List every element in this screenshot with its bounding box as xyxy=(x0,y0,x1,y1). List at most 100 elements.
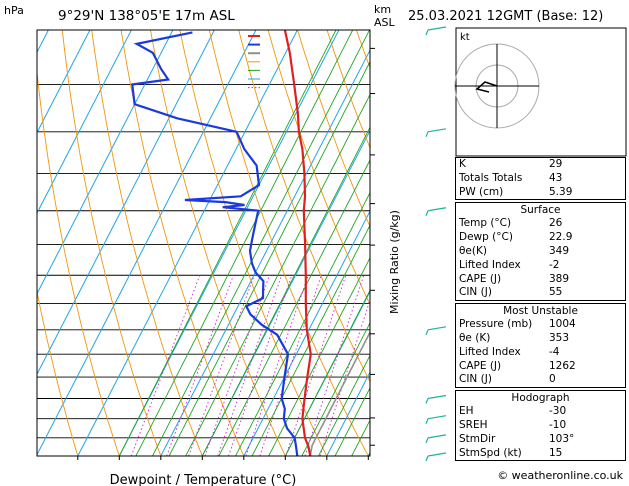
dry-adiabat xyxy=(37,68,120,456)
most-unstable-row: Lifted Index -4 xyxy=(456,346,625,360)
isotherm-line xyxy=(0,30,7,456)
isotherm-line xyxy=(37,30,91,134)
index-value: 43 xyxy=(549,171,563,184)
surface-row: CIN (J) 55 xyxy=(456,286,625,300)
most-unstable-value: 1004 xyxy=(549,318,576,331)
isotherm-line xyxy=(160,49,370,456)
credit-text: © weatheronline.co.uk xyxy=(497,469,623,482)
wet-adiabat xyxy=(301,321,370,456)
index-row: K 29 xyxy=(456,158,625,172)
most-unstable-row: Pressure (mb) 1004 xyxy=(456,318,625,332)
chart-legend xyxy=(248,35,260,89)
hodograph-stat-label: StmSpd (kt) xyxy=(459,446,522,459)
location-title: 9°29'N 138°05'E 17m ASL xyxy=(58,8,235,24)
surface-title: Surface xyxy=(520,204,561,217)
most-unstable-label: θe (K) xyxy=(459,331,491,344)
hodograph-stat-value: -10 xyxy=(549,418,567,431)
isotherm-line xyxy=(37,30,215,376)
hodograph-table-box: Hodograph EH -30 SREH -10 StmDir 103° StmSpd (… xyxy=(455,390,626,462)
isotherm-line xyxy=(243,210,370,456)
wet-adiabat xyxy=(235,191,370,456)
hodograph-unit: kt xyxy=(460,32,470,43)
mixing-ratio-line xyxy=(130,275,201,456)
dry-adiabat xyxy=(91,30,203,456)
surface-row: Dewp (°C) 22.9 xyxy=(456,231,625,245)
indices-box: K 29 Totals Totals 43 PW (cm) 5.39 xyxy=(455,157,626,201)
hodograph-stat-label: EH xyxy=(459,405,474,418)
most-unstable-label: CAPE (J) xyxy=(459,359,502,372)
hodograph-stat-row: StmDir 103° xyxy=(456,433,625,447)
most-unstable-row: θe (K) 353 xyxy=(456,332,625,346)
wet-adiabat xyxy=(251,224,370,456)
wet-adiabat xyxy=(168,60,370,456)
wet-adiabat xyxy=(118,30,337,456)
temperature-profile xyxy=(283,30,312,456)
surface-label: Dewp (°C) xyxy=(459,231,513,244)
wet-adiabat xyxy=(185,93,370,456)
surface-value: 349 xyxy=(549,244,570,257)
skewt-curves xyxy=(131,30,370,456)
wet-adiabat xyxy=(135,30,354,456)
wind-barb xyxy=(425,415,447,424)
index-row: PW (cm) 5.39 xyxy=(456,186,625,200)
most-unstable-row: CIN (J) 0 xyxy=(456,373,625,387)
wind-barb xyxy=(425,394,447,404)
wet-adiabat xyxy=(152,30,370,456)
km-label: km xyxy=(374,3,391,16)
surface-label: CIN (J) xyxy=(459,286,492,299)
surface-value: -2 xyxy=(549,258,560,271)
most-unstable-value: 1262 xyxy=(549,359,576,372)
hodograph-stat-value: -30 xyxy=(549,405,567,418)
dry-adiabat xyxy=(120,30,245,456)
most-unstable-value: 0 xyxy=(549,373,556,386)
index-label: PW (cm) xyxy=(459,185,504,198)
plot-frame xyxy=(36,29,371,457)
isotherm-line xyxy=(37,30,49,54)
dry-adiabat xyxy=(297,30,370,228)
hodograph-stat-label: SREH xyxy=(459,418,488,431)
index-value: 29 xyxy=(549,158,563,170)
surface-label: CAPE (J) xyxy=(459,272,502,285)
mixing-ratio-line xyxy=(204,275,270,456)
hodograph-table-title: Hodograph xyxy=(511,392,570,405)
wind-barb xyxy=(425,452,447,462)
wind-barb xyxy=(425,207,447,216)
isotherm-line xyxy=(37,30,132,215)
hodograph-stat-value: 15 xyxy=(549,446,563,459)
dry-adiabat xyxy=(61,30,162,456)
wet-adiabat xyxy=(334,386,370,456)
dewpoint-profile xyxy=(131,31,299,456)
dry-adiabat xyxy=(37,289,79,456)
wind-barbs xyxy=(425,26,447,462)
wet-adiabat xyxy=(268,256,370,456)
dry-adiabat xyxy=(179,30,328,456)
most-unstable-value: -4 xyxy=(549,345,560,358)
wind-barb xyxy=(425,326,447,336)
mixing-ratio-axis-title: Mixing Ratio (g/kg) xyxy=(388,210,401,314)
dry-adiabat xyxy=(150,30,286,456)
surface-value: 26 xyxy=(549,217,563,230)
parcel-trajectory xyxy=(309,330,370,456)
most-unstable-label: Pressure (mb) xyxy=(459,318,533,331)
hpa-label: hPa xyxy=(4,4,24,17)
x-axis-title: Dewpoint / Temperature (°C) xyxy=(110,473,297,486)
indices-panel: K 29 Totals Totals 43 PW (cm) 5.39 Surface Te… xyxy=(455,157,626,463)
isotherm-line xyxy=(37,30,257,456)
wet-adiabat xyxy=(284,289,370,456)
most-unstable-label: Lifted Index xyxy=(459,345,521,358)
mixing-ratio-line xyxy=(188,275,255,456)
surface-value: 389 xyxy=(549,272,570,285)
surface-row: θe(K) 349 xyxy=(456,245,625,259)
hodograph-trace xyxy=(475,81,498,93)
wet-adiabat xyxy=(218,159,370,456)
skewt-axes xyxy=(77,47,375,460)
most-unstable-label: CIN (J) xyxy=(459,373,492,386)
wind-barb xyxy=(425,434,447,444)
hodograph-frame xyxy=(455,27,627,157)
isotherm-line xyxy=(37,30,174,295)
surface-value: 22.9 xyxy=(549,231,573,244)
surface-row: Temp (°C) 26 xyxy=(456,217,625,231)
wet-adiabat xyxy=(318,354,370,456)
index-label: Totals Totals xyxy=(459,171,523,184)
wet-adiabat xyxy=(201,126,370,456)
